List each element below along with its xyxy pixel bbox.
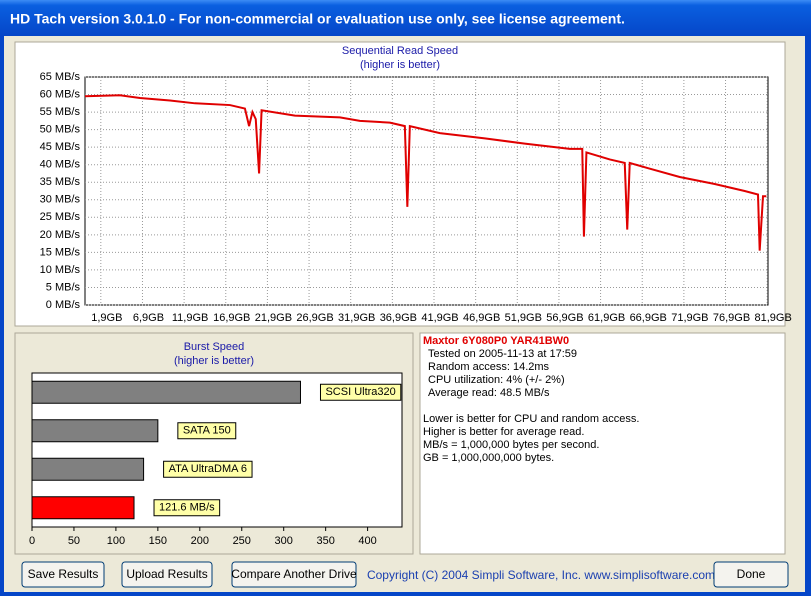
bar-label: SATA 150 <box>183 425 231 437</box>
chart-title: Sequential Read Speed <box>342 45 458 57</box>
x-tick-label: 6,9GB <box>133 312 164 324</box>
y-tick-label: 35 MB/s <box>40 176 81 188</box>
x-tick-label: 51,9GB <box>505 312 542 324</box>
x-tick-label: 250 <box>233 535 251 547</box>
result-line: Random access: 14.2ms <box>428 361 550 373</box>
x-tick-label: 61,9GB <box>588 312 625 324</box>
x-tick-label: 400 <box>358 535 376 547</box>
x-tick-label: 21,9GB <box>255 312 292 324</box>
bar <box>31 419 159 443</box>
x-tick-label: 300 <box>275 535 293 547</box>
y-tick-label: 55 MB/s <box>40 106 81 118</box>
x-tick-label: 50 <box>68 535 80 547</box>
y-tick-label: 20 MB/s <box>40 229 81 241</box>
y-tick-label: 65 MB/s <box>40 71 81 83</box>
note-line: Lower is better for CPU and random acces… <box>423 413 639 425</box>
plot-area <box>84 76 769 306</box>
note-line: Higher is better for average read. <box>423 426 584 438</box>
bar-label: 121.6 MB/s <box>159 502 215 514</box>
x-tick-label: 26,9GB <box>296 312 333 324</box>
y-tick-label: 60 MB/s <box>40 88 81 100</box>
x-tick-label: 31,9GB <box>338 312 375 324</box>
x-tick-label: 200 <box>191 535 209 547</box>
x-tick-label: 100 <box>107 535 125 547</box>
button[interactable] <box>121 561 213 588</box>
bar-label-box <box>163 460 253 478</box>
x-tick-label: 46,9GB <box>463 312 500 324</box>
button-label[interactable]: Save Results <box>28 567 99 581</box>
button-label[interactable]: Compare Another Drive <box>231 567 357 581</box>
bar-label-box <box>153 499 221 517</box>
x-tick-label: 11,9GB <box>172 312 209 324</box>
chart-subtitle: (higher is better) <box>360 59 440 71</box>
y-tick-label: 5 MB/s <box>46 281 81 293</box>
window-title: HD Tach version 3.0.1.0 - For non-commer… <box>10 11 625 27</box>
x-tick-label: 56,9GB <box>546 312 583 324</box>
bar-label: ATA UltraDMA 6 <box>169 463 247 475</box>
x-tick-label: 81,9GB <box>755 312 792 324</box>
button[interactable] <box>713 561 789 588</box>
button-label[interactable]: Upload Results <box>126 567 207 581</box>
x-tick-label: 41,9GB <box>421 312 458 324</box>
y-tick-label: 30 MB/s <box>40 194 81 206</box>
button-label[interactable]: Done <box>737 567 766 581</box>
x-tick-label: 1,9GB <box>91 312 122 324</box>
drive-name: Maxtor 6Y080P0 YAR41BW0 <box>423 335 569 347</box>
x-tick-label: 0 <box>29 535 35 547</box>
result-line: Tested on 2005-11-13 at 17:59 <box>428 348 577 360</box>
y-tick-label: 40 MB/s <box>40 159 81 171</box>
bar <box>31 496 135 520</box>
bar-label: SCSI Ultra320 <box>325 386 395 398</box>
note-line: GB = 1,000,000,000 bytes. <box>423 452 554 464</box>
bar-label-box <box>177 422 237 440</box>
x-tick-label: 66,9GB <box>630 312 667 324</box>
title-bar <box>0 0 811 36</box>
chart-title: Burst Speed <box>184 341 245 353</box>
y-tick-label: 10 MB/s <box>40 264 81 276</box>
x-tick-label: 16,9GB <box>213 312 250 324</box>
x-tick-label: 350 <box>316 535 334 547</box>
x-tick-label: 36,9GB <box>380 312 417 324</box>
button[interactable] <box>21 561 105 588</box>
note-line: MB/s = 1,000,000 bytes per second. <box>423 439 599 451</box>
y-tick-label: 50 MB/s <box>40 124 81 136</box>
bar-label-box <box>319 383 402 401</box>
y-tick-label: 15 MB/s <box>40 246 81 258</box>
read-speed-line <box>84 94 767 251</box>
chart-subtitle: (higher is better) <box>174 355 254 367</box>
y-tick-label: 0 MB/s <box>46 299 81 311</box>
bar <box>31 457 145 481</box>
x-tick-label: 76,9GB <box>713 312 750 324</box>
result-line: Average read: 48.5 MB/s <box>428 387 550 399</box>
x-tick-label: 71,9GB <box>671 312 708 324</box>
result-line: CPU utilization: 4% (+/- 2%) <box>428 374 565 386</box>
copyright: Copyright (C) 2004 Simpli Software, Inc.… <box>367 568 715 582</box>
bar <box>31 380 301 404</box>
y-tick-label: 45 MB/s <box>40 141 81 153</box>
x-tick-label: 150 <box>149 535 167 547</box>
button[interactable] <box>231 561 357 588</box>
y-tick-label: 25 MB/s <box>40 211 81 223</box>
info-panel <box>419 332 786 555</box>
